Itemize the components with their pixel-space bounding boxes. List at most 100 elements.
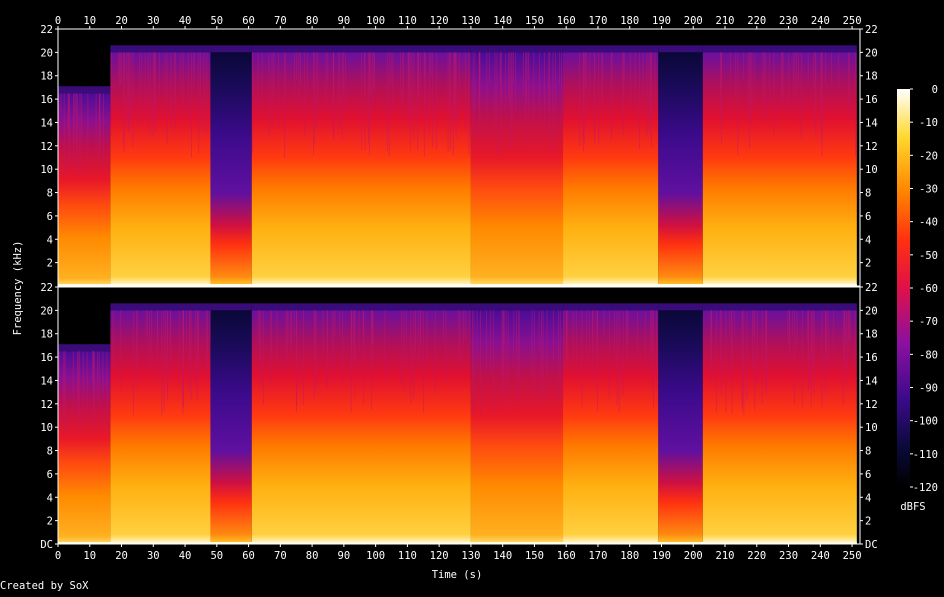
colorbar-tick-label: -90 [919,383,938,395]
spectrogram-segment [658,310,703,544]
colorbar-tick-label: -40 [919,217,938,229]
y-tick-label-right: 2 [865,516,871,528]
x-tick-label: 0 [55,550,61,562]
y-tick-label-right: 8 [865,446,871,458]
colorbar-tick-label: -50 [919,250,938,262]
y-tick-label: 6 [47,211,53,223]
x-tick-label: 20 [115,550,128,562]
credit-text: Created by SoX [0,580,89,592]
colorbar-tick-label: -10 [919,117,938,129]
x-tick-label: 140 [493,550,512,562]
x-tick-label-top: 50 [210,15,223,27]
x-tick-label-top: 190 [652,15,671,27]
y-tick-label: 12 [40,399,53,411]
y-tick-label-right: 22 [865,282,878,294]
colorbar-tick-label: -30 [919,184,938,196]
spectrogram-segment [58,93,111,286]
y-tick-label-right: 16 [865,352,878,364]
x-tick-label: 130 [461,550,480,562]
x-tick-label-top: 60 [242,15,255,27]
y-tick-label: 12 [40,141,53,153]
y-axis-label: Frequency (kHz) [12,241,24,336]
x-tick-label: 220 [747,550,766,562]
colorbar-tick-label: -110 [913,449,938,461]
dc-band [58,284,857,286]
spectrogram-segment [251,310,471,544]
channel-panel-2 [58,287,860,544]
y-tick-label: 20 [40,305,53,317]
y-tick-label-right: 22 [865,24,878,36]
y-tick-label-right: 4 [865,492,871,504]
y-tick-label-right: 18 [865,71,878,83]
x-tick-label-top: 70 [274,15,287,27]
x-tick-label: 250 [843,550,862,562]
x-tick-label: 150 [525,550,544,562]
colorbar-tick-label: -80 [919,349,938,361]
y-tick-label-right: 18 [865,329,878,341]
y-tick-label-right: 12 [865,141,878,153]
x-tick-label-top: 240 [811,15,830,27]
y-tick-label: 16 [40,94,53,106]
y-tick-label: 4 [47,234,53,246]
y-tick-label-right: 6 [865,211,871,223]
panel-frame [57,286,861,545]
y-tick-label-right: 2 [865,258,871,270]
segment-rolloff [251,45,471,53]
y-tick-label: 22 [40,282,53,294]
colorbar-label: dBFS [900,501,925,513]
x-tick-label-top: 130 [461,15,480,27]
spectrogram-segment [563,52,659,287]
spectrogram-segment [702,52,857,287]
colorbar-scale [897,89,910,487]
x-tick-label: 60 [242,550,255,562]
y-tick-label: 16 [40,352,53,364]
x-tick-label: 110 [398,550,417,562]
x-tick-label-top: 20 [115,15,128,27]
panel-frame [57,28,861,287]
segment-rolloff [563,303,659,311]
x-tick-label: 90 [338,550,351,562]
y-tick-label: 6 [47,469,53,481]
colorbar-tick-label: -120 [913,482,938,494]
x-tick-label-top: 90 [338,15,351,27]
x-tick-label-top: 200 [684,15,703,27]
y-tick-label-right: 14 [865,375,878,387]
y-tick-label: 10 [40,422,53,434]
y-tick-label: 20 [40,47,53,59]
x-tick-label: 10 [83,550,96,562]
x-axis-label: Time (s) [432,569,483,581]
x-tick-label: 180 [620,550,639,562]
colorbar-tick-label: -60 [919,283,938,295]
segment-rolloff [251,303,471,311]
y-tick-label: 2 [47,258,53,270]
segment-rolloff [210,45,252,53]
y-tick-label: 22 [40,24,53,36]
x-tick-label: 40 [179,550,192,562]
colorbar-tick-label: -70 [919,316,938,328]
segment-rolloff [658,45,703,53]
y-tick-label-right: 16 [865,94,878,106]
x-tick-label-top: 250 [843,15,862,27]
x-tick-label-top: 0 [55,15,61,27]
x-tick-label: 70 [274,550,287,562]
spectrogram-segment [58,351,111,544]
spectrogram-segment [658,52,703,287]
x-tick-label: 230 [779,550,798,562]
dc-band [58,542,857,544]
y-tick-label-right: 10 [865,164,878,176]
x-tick-label: 200 [684,550,703,562]
channel-panel-1 [57,29,860,287]
x-tick-label: 210 [716,550,735,562]
x-tick-label: 240 [811,550,830,562]
y-tick-label: 8 [47,446,53,458]
x-tick-label-top: 150 [525,15,544,27]
x-tick-label-top: 230 [779,15,798,27]
x-tick-label-top: 110 [398,15,417,27]
x-tick-label: 120 [430,550,449,562]
spectrogram-segment [210,310,252,544]
spectrogram-segment [563,310,659,544]
x-tick-label-top: 210 [716,15,735,27]
y-tick-label: 18 [40,71,53,83]
y-tick-label-right: 20 [865,305,878,317]
